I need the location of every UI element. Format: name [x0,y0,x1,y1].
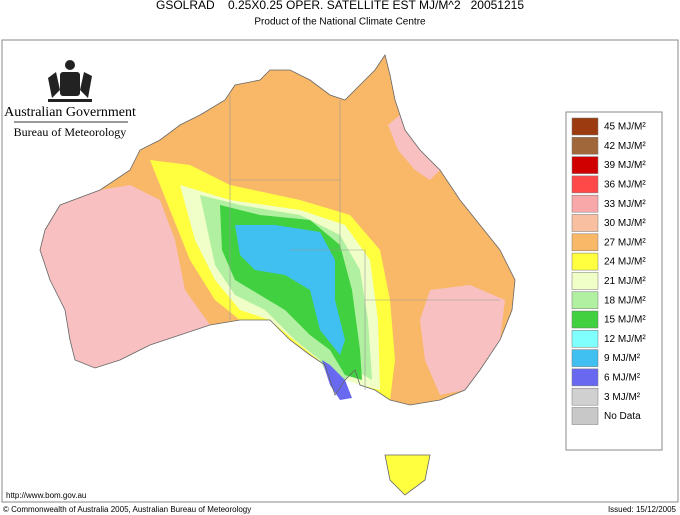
legend-label: 3 MJ/M² [604,392,641,403]
map-frame [1,39,679,503]
legend: 45 MJ/M² 42 MJ/M² 39 MJ/M² 36 MJ/M² 33 MJ/M²… [571,117,646,425]
legend-label: 21 MJ/M² [604,276,646,287]
legend-swatch [571,368,599,387]
legend-swatch [571,330,599,348]
legend-label: 18 MJ/M² [604,295,646,306]
legend-swatch [571,407,599,425]
legend-swatch [571,214,599,232]
copyright: © Commonwealth of Australia 2005, Austra… [3,505,251,514]
url: http://www.bom.gov.au [6,491,86,500]
legend-label: 42 MJ/M² [604,141,646,152]
legend-label: 30 MJ/M² [604,218,646,229]
legend-swatch [571,156,599,174]
legend-label: 6 MJ/M² [604,373,641,384]
bureau-name: Bureau of Meteorology [14,125,127,139]
legend-label: 9 MJ/M² [604,353,641,364]
legend-label: 39 MJ/M² [604,160,646,171]
legend-label: 27 MJ/M² [604,237,646,248]
title: GSOLRAD 0.25X0.25 OPER. SATELLITE EST MJ… [156,0,524,12]
legend-swatch [571,272,599,290]
legend-swatch [571,137,599,155]
legend-swatch [571,233,599,252]
legend-label: 45 MJ/M² [604,122,646,133]
issued-date: Issued: 15/12/2005 [608,505,677,514]
government-name: Australian Government [4,105,136,120]
legend-label: 33 MJ/M² [604,199,646,210]
legend-label: 24 MJ/M² [604,257,646,268]
legend-label: 15 MJ/M² [604,315,646,326]
legend-label: No Data [604,411,641,422]
legend-swatch [571,194,599,213]
legend-swatch [571,291,599,309]
legend-swatch [571,310,599,329]
australia-map [39,54,516,496]
legend-label: 12 MJ/M² [604,334,646,345]
legend-label: 36 MJ/M² [604,180,646,191]
legend-swatch [571,117,599,136]
legend-swatch [571,349,599,367]
legend-swatch [571,387,599,406]
legend-swatch [571,175,599,194]
crest [48,60,92,102]
legend-swatch [571,252,599,271]
subtitle: Product of the National Climate Centre [254,17,426,28]
